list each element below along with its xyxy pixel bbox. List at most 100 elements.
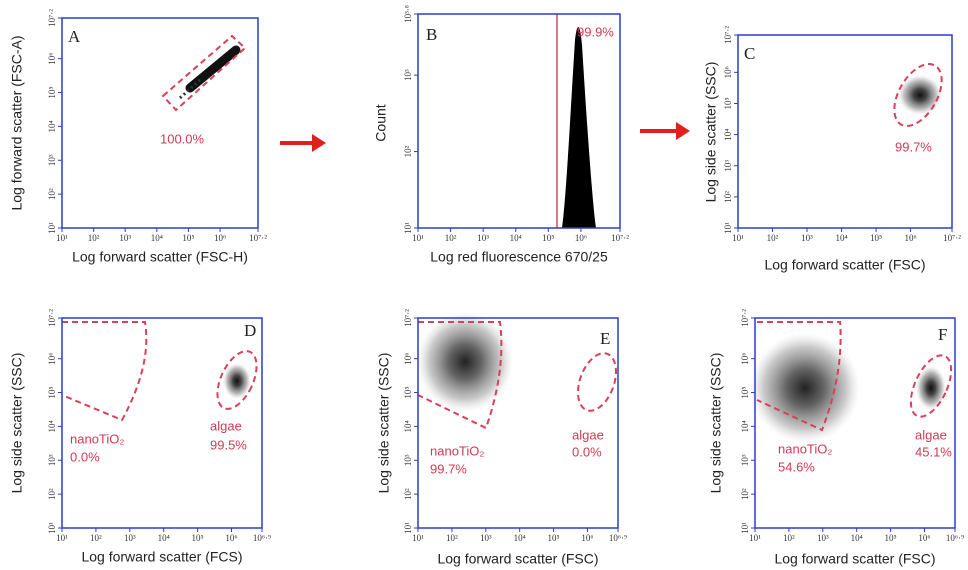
y-tick-label: 10⁴	[47, 420, 57, 432]
event-cloud	[898, 75, 942, 115]
gate	[161, 34, 247, 112]
gate	[577, 352, 617, 412]
y-tick-label: 10³	[723, 160, 733, 172]
x-tick-label: 10¹	[412, 233, 424, 243]
y-tick-label: 10⁴	[47, 120, 57, 132]
x-tick-label: 10⁶	[905, 233, 917, 243]
event-cloud	[417, 312, 513, 412]
x-tick-label: 10³	[119, 233, 131, 243]
y-axis-label: Log side scatter (SSC)	[376, 353, 392, 494]
y-tick-label: 10²	[47, 488, 57, 500]
gate-annotation: nanoTiO₂	[778, 441, 832, 456]
gate-annotation: 99.9%	[577, 24, 614, 39]
x-tick-label: 10¹	[732, 233, 744, 243]
y-tick-label: 10²	[740, 488, 750, 500]
y-tick-label: 10⁶	[47, 353, 57, 365]
y-axis-label: Log forward scatter (FSC-A)	[9, 35, 25, 210]
gate-annotation: nanoTiO₂	[70, 431, 124, 446]
y-tick-label: 10⁴	[403, 420, 413, 432]
gate	[417, 321, 503, 430]
y-tick-label: 10³	[47, 454, 57, 466]
arrow	[640, 122, 690, 140]
event-cloud	[750, 333, 860, 443]
gate	[893, 63, 943, 127]
gate-annotation: algae	[210, 418, 242, 433]
gate-annotation: 54.6%	[778, 459, 815, 474]
y-tick-label: 10³·⁸	[403, 5, 413, 23]
x-axis-label: Log forward scatter (FCS)	[81, 549, 242, 565]
y-tick-label: 10⁵	[47, 386, 57, 398]
x-tick-label: 10²	[445, 233, 457, 243]
gate	[61, 321, 148, 422]
plot-frame	[737, 34, 953, 229]
x-tick-label: 10³	[477, 233, 489, 243]
y-tick-label: 10⁶	[723, 66, 733, 78]
x-tick-label: 10⁷·²	[611, 233, 629, 243]
y-tick-label: 10³	[740, 454, 750, 466]
x-tick-label: 10⁶	[581, 533, 593, 543]
y-tick-label: 10²	[403, 145, 413, 157]
plot-frame	[61, 17, 259, 229]
plot-frame	[754, 317, 956, 529]
gate-annotation: algae	[572, 427, 604, 442]
x-tick-label: 10⁵	[182, 233, 194, 243]
x-tick-label: 10²	[767, 233, 779, 243]
x-tick-label: 10⁷·²	[943, 233, 961, 243]
x-tick-label: 10⁶	[918, 533, 930, 543]
panel-letter: E	[600, 329, 610, 348]
x-axis-label: Log forward scatter (FSC)	[764, 257, 925, 273]
gate	[756, 321, 842, 432]
y-tick-label: 10⁵	[723, 97, 733, 109]
gate-annotation: 0.0%	[70, 449, 100, 464]
x-tick-label: 10⁵	[548, 533, 560, 543]
x-tick-label: 10⁵	[192, 533, 204, 543]
x-tick-label: 10⁷·²	[249, 233, 267, 243]
x-tick-label: 10⁵	[542, 233, 554, 243]
x-tick-label: 10⁴	[514, 533, 526, 543]
x-axis-label: Log red fluorescence 670/25	[430, 249, 608, 265]
x-tick-label: 10⁶·⁹	[253, 533, 271, 543]
plot-frame	[417, 13, 621, 229]
x-tick-label: 10²	[783, 533, 795, 543]
panel-letter: C	[744, 44, 755, 63]
y-tick-label: 10⁴	[723, 129, 733, 141]
x-tick-label: 10³	[801, 233, 813, 243]
x-tick-label: 10⁴	[158, 533, 170, 543]
y-tick-label: 10⁵	[740, 386, 750, 398]
x-tick-label: 10⁶	[225, 533, 237, 543]
x-tick-label: 10⁴	[835, 233, 847, 243]
x-tick-label: 10⁵	[870, 233, 882, 243]
x-axis-label: Log forward scatter (FSC)	[774, 551, 935, 567]
y-tick-label: 10¹	[740, 522, 750, 534]
gate-annotation: 0.0%	[572, 444, 602, 459]
y-tick-label: 10¹	[723, 222, 733, 234]
y-tick-label: 10²	[47, 188, 57, 200]
x-tick-label: 10²	[446, 533, 458, 543]
event-cloud	[223, 363, 251, 399]
x-tick-label: 10¹	[749, 533, 761, 543]
y-tick-label: 10⁵	[403, 386, 413, 398]
y-axis-label: Log side scatter (SSC)	[708, 353, 724, 494]
y-tick-label: 10⁷·²	[403, 309, 413, 327]
panel-letter: F	[938, 325, 947, 344]
x-tick-label: 10²	[88, 233, 100, 243]
arrow	[280, 134, 326, 152]
x-tick-label: 10¹	[56, 233, 68, 243]
event-cloud	[185, 45, 241, 93]
x-tick-label: 10³	[480, 533, 492, 543]
x-tick-label: 10⁴	[510, 233, 522, 243]
gate-annotation: 99.5%	[210, 437, 247, 452]
y-tick-label: 10³	[403, 69, 413, 81]
y-tick-label: 10²	[723, 191, 733, 203]
y-tick-label: 10¹	[403, 222, 413, 234]
y-tick-label: 10⁴	[740, 420, 750, 432]
y-tick-label: 10⁵	[47, 86, 57, 98]
gate-annotation: 100.0%	[160, 131, 205, 146]
plot-frame	[417, 317, 619, 529]
y-tick-label: 10³	[47, 154, 57, 166]
y-tick-label: 10⁶	[47, 53, 57, 65]
x-tick-label: 10⁶	[575, 233, 587, 243]
x-tick-label: 10⁶·⁹	[609, 533, 627, 543]
y-tick-label: 10²	[403, 488, 413, 500]
